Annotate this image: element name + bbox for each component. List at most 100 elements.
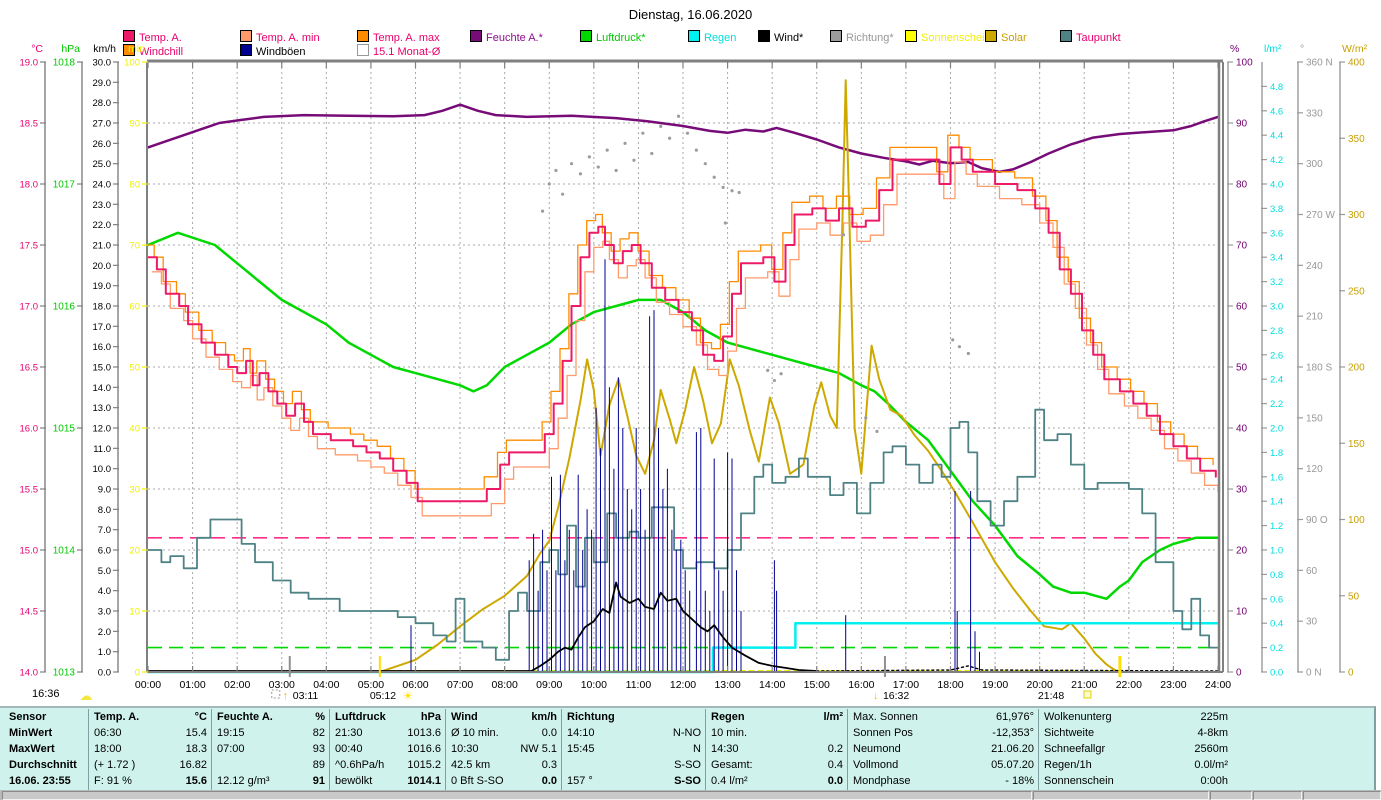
corner-time-label: 16:36 <box>32 688 60 700</box>
series-taupunkt <box>147 408 1219 661</box>
table-row: 157 ° S-SO <box>567 775 701 787</box>
axis-tick-label: 2.2 <box>1270 399 1283 410</box>
axis-unit-label: km/h <box>93 43 116 55</box>
x-axis-hour-label: 11:00 <box>626 679 652 691</box>
series-richtung-dot <box>875 429 879 433</box>
series-richtung-dot <box>712 175 716 179</box>
axis-tick-label: 14.0 <box>20 668 39 679</box>
table-row: Wind km/h <box>451 711 557 723</box>
x-axis-hour-label: 13:00 <box>714 679 740 691</box>
table-row: 07:00 93 <box>217 743 325 755</box>
axis-tick-label: 0.0 <box>1270 668 1283 679</box>
table-row: 0 Bft S-SO 0.0 <box>451 775 557 787</box>
legend-label: Feuchte A.* <box>486 32 543 44</box>
axis-tick-label: 4.6 <box>1270 106 1283 117</box>
axis-tick-label: 210 <box>1306 312 1323 323</box>
axis-tick-label: 17.5 <box>20 241 39 252</box>
axis-tick-label: 8.0 <box>98 505 111 516</box>
table-row: Sensor <box>9 711 47 723</box>
axis-unit-label: hPa <box>61 43 80 55</box>
x-axis-hour-label: 03:00 <box>269 679 295 691</box>
axis-tick-label: 30 <box>129 485 140 496</box>
series-richtung-dot <box>596 165 600 169</box>
axis-tick-label: 16.0 <box>93 342 112 353</box>
axis-tick-label: 50 <box>129 363 140 374</box>
axis-unit-label: % <box>1230 43 1239 55</box>
axis-tick-label: 5.0 <box>98 566 111 577</box>
table-row: Feuchte A.% <box>217 711 325 723</box>
legend-item-temp-a-max: Temp. A. max <box>357 30 440 44</box>
axis-tick-label: 0 <box>135 668 140 679</box>
table-row: 00:40 1016.6 <box>335 743 441 755</box>
series-richtung-dot <box>554 168 558 173</box>
axis-tick-label: 30.0 <box>93 58 112 69</box>
series-richtung-dot <box>841 233 846 237</box>
table-row: 06:30 15.4 <box>94 727 207 739</box>
series-richtung-dot <box>547 182 551 186</box>
axis-tick-label: 250 <box>1348 286 1365 297</box>
series-richtung-dot <box>766 368 770 372</box>
series-richtung-dot <box>561 192 565 196</box>
axis-tick-label: 23.0 <box>93 200 112 211</box>
table-row: 12.12 g/m³ 91 <box>217 775 325 787</box>
axis-tick-label: 1014 <box>53 546 76 557</box>
axis-unit-label: ° <box>1300 43 1304 55</box>
axis-unit-label: °C <box>31 43 43 55</box>
table-row: 10:30 NW 5.1 <box>451 743 557 755</box>
table-row: Richtung <box>567 711 615 723</box>
legend-swatch-icon <box>688 30 700 42</box>
series-richtung-dot <box>623 141 627 145</box>
axis-tick-label: 350 <box>1348 134 1365 145</box>
series-richtung-dot <box>685 131 690 135</box>
corner-cloud-icon: ☁ <box>80 688 93 703</box>
table-row: (+ 1.72 ) 16.82 <box>94 759 207 771</box>
legend-swatch-icon <box>240 44 252 56</box>
legend-label: Temp. A. <box>139 32 182 44</box>
table-row: MinWert <box>9 727 53 739</box>
table-row: Sonnen Pos -12,353° <box>853 727 1034 739</box>
axis-tick-label: 1018 <box>53 58 76 69</box>
axis-tick-label: 12.0 <box>93 424 112 435</box>
series-wind <box>147 581 818 672</box>
axis-tick-label: 16.0 <box>20 424 39 435</box>
axis-tick-label: 1013 <box>53 668 76 679</box>
axis-tick-label: 80 <box>129 180 140 191</box>
axis-tick-label: 27.0 <box>93 119 112 130</box>
series-richtung-dot <box>772 378 776 383</box>
axis-tick-label: 14.0 <box>93 383 112 394</box>
marker-time-sunrise: 05:12 <box>370 690 396 702</box>
axis-tick-label: 20 <box>129 546 140 557</box>
legend-item-windchill: Windchill <box>123 44 183 58</box>
table-row: Regen l/m² <box>711 711 843 723</box>
series-feuchte-a <box>146 103 1220 174</box>
sensor-stats-table: Sensor MinWert MaxWert Durchschnitt 16.06. 2… <box>0 706 1376 792</box>
axis-tick-label: 4.4 <box>1270 131 1283 142</box>
table-row: Neumond 21.06.20 <box>853 743 1034 755</box>
axis-tick-label: 0 <box>1236 668 1242 679</box>
series-richtung-dot <box>632 158 636 162</box>
table-row: Sichtweite 4-8km <box>1044 727 1228 739</box>
x-axis-hour-label: 05:00 <box>358 679 384 691</box>
axis-tick-label: 100 <box>1236 58 1253 69</box>
x-axis-hour-label: 01:00 <box>179 679 205 691</box>
legend-swatch-icon <box>123 30 135 42</box>
axis-tick-label: 90 O <box>1306 515 1328 526</box>
axis-tick-label: 13.0 <box>93 403 112 414</box>
legend-swatch-icon <box>985 30 997 42</box>
marker-time-sunset: 21:48 <box>1038 690 1064 702</box>
x-axis-hour-label: 23:00 <box>1160 679 1186 691</box>
axis-unit-label: min <box>128 43 145 55</box>
table-row: 14:10 N-NO <box>567 727 701 739</box>
table-row: Gesamt: 0.4 <box>711 759 843 771</box>
series-richtung-dot <box>587 155 591 159</box>
table-row: S-SO <box>674 759 701 771</box>
axis-tick-label: 50 <box>1236 363 1248 374</box>
table-row: Vollmond 05.07.20 <box>853 759 1034 771</box>
table-row: 15:45 N <box>567 743 701 755</box>
legend-label: Temp. A. max <box>373 32 440 44</box>
legend-label: Sonnenschein <box>921 32 991 44</box>
axis-tick-label: 28.0 <box>93 98 112 109</box>
table-row: Ø 10 min. 0.0 <box>451 727 557 739</box>
